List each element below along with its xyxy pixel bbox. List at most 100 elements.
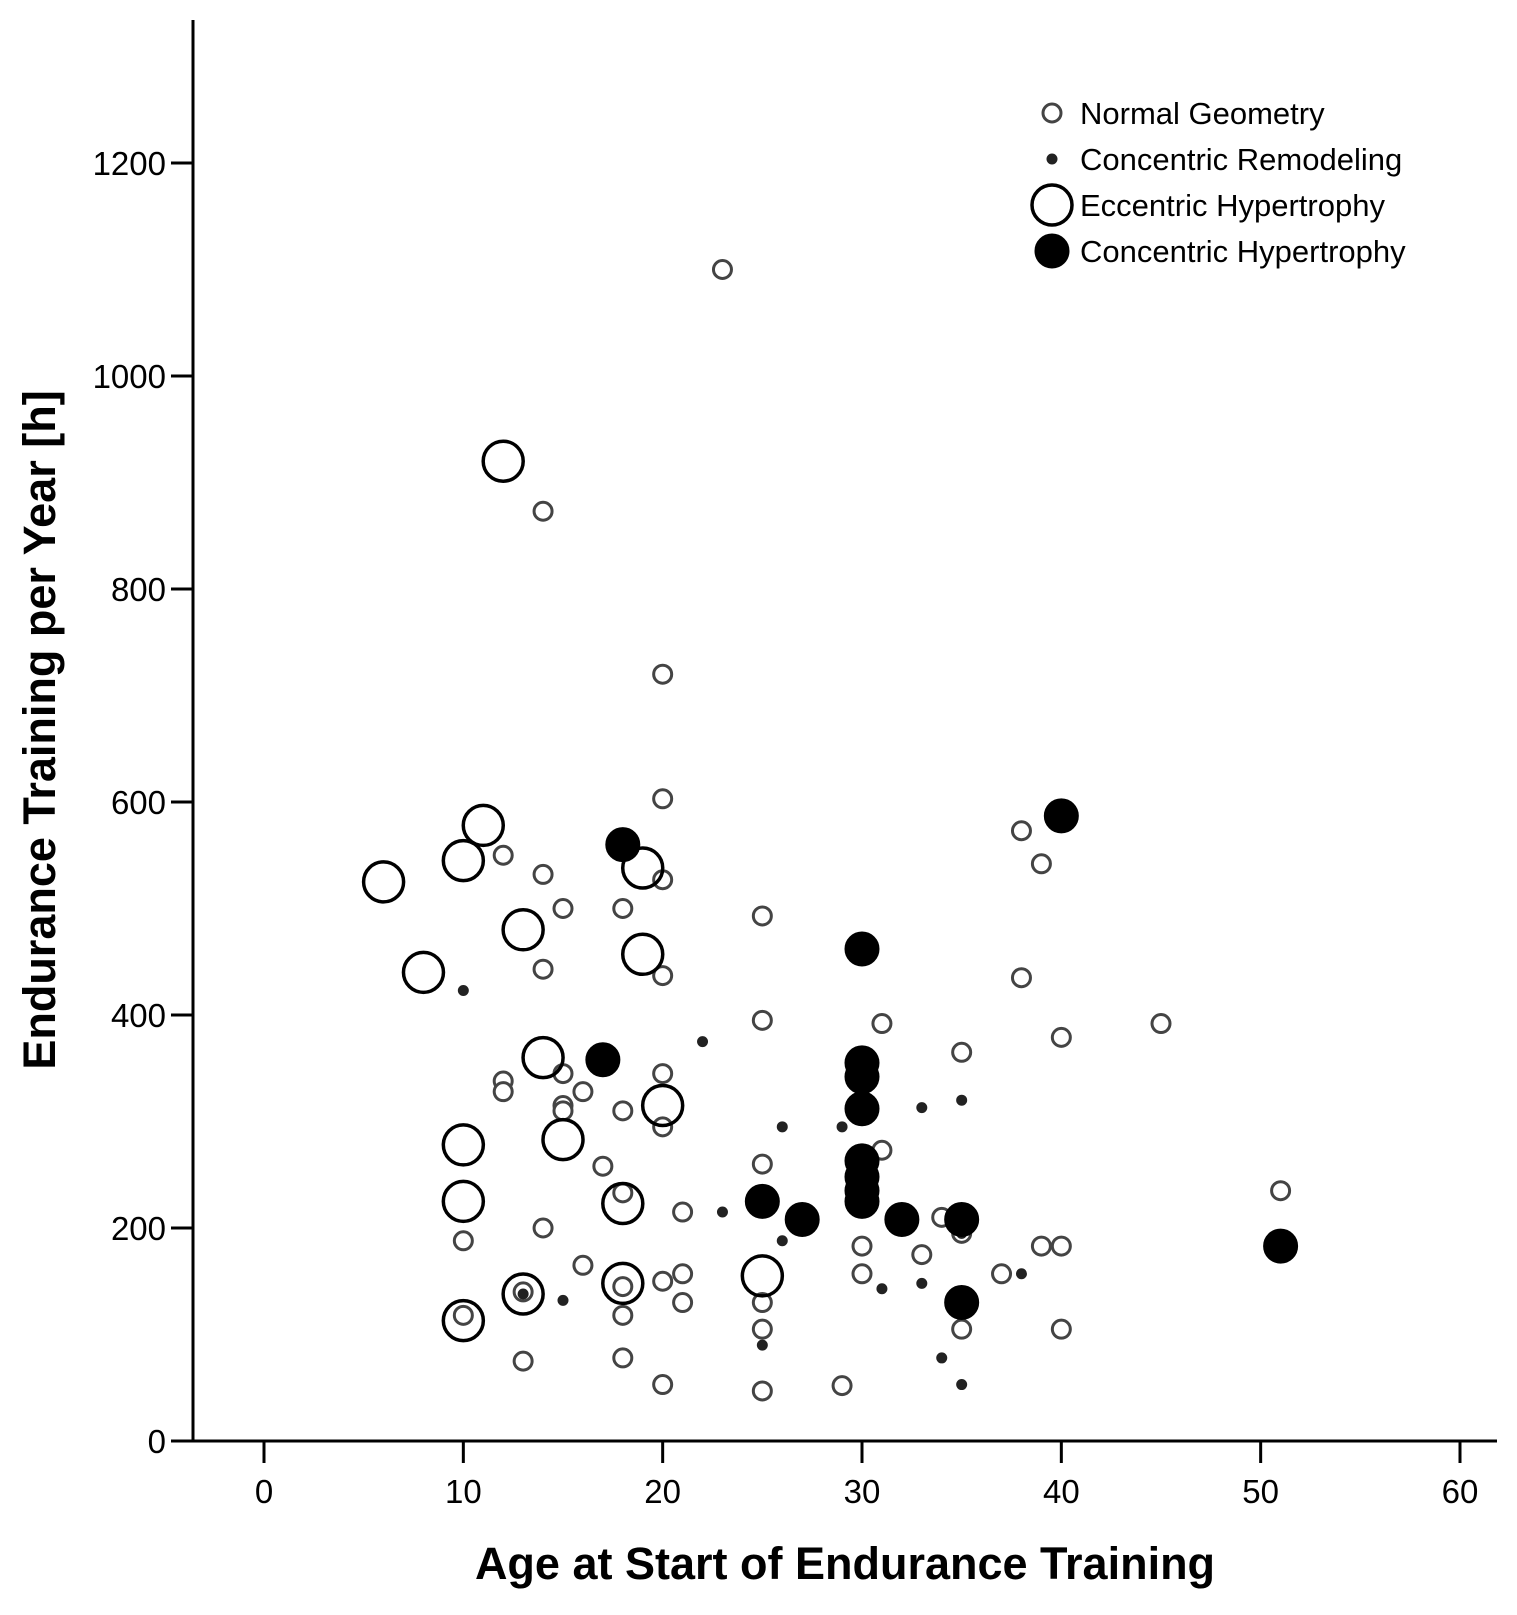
data-point-normal-geometry [672,1201,694,1223]
data-point-eccentric-hypertrophy [620,932,665,977]
data-point-eccentric-hypertrophy [541,1117,585,1162]
data-point-normal-geometry [532,500,554,522]
data-point-eccentric-hypertrophy [441,1179,486,1224]
data-point-normal-geometry [572,1254,594,1276]
data-point-normal-geometry [672,1263,694,1285]
series-eccentric-hypertrophy [361,439,785,1343]
data-point-concentric-remodeling [876,1283,888,1295]
data-point-concentric-remodeling [936,1352,948,1364]
data-point-eccentric-hypertrophy [461,803,506,848]
data-point-normal-geometry [652,1270,674,1292]
data-point-concentric-hypertrophy [605,827,641,863]
data-point-normal-geometry [612,898,634,919]
x-axis-title: Age at Start of Endurance Training [475,1538,1215,1589]
y-tick-label: 800 [111,571,166,608]
data-point-eccentric-hypertrophy [361,860,406,904]
data-point-concentric-hypertrophy [884,1201,920,1237]
series-concentric-remodeling [457,985,1027,1391]
data-point-concentric-remodeling [457,985,469,997]
data-point-normal-geometry [552,1100,574,1122]
x-tick-label: 10 [445,1473,482,1510]
legend-label-eccentric-hypertrophy: Eccentric Hypertrophy [1080,188,1385,223]
axes [191,20,1497,1443]
data-point-eccentric-hypertrophy [640,1083,685,1128]
data-point-normal-geometry [1270,1180,1292,1202]
data-point-normal-geometry [1030,1235,1052,1257]
data-point-normal-geometry [751,905,773,927]
data-point-concentric-remodeling [776,1121,788,1133]
data-point-normal-geometry [1050,1026,1072,1048]
legend-label-concentric-remodeling: Concentric Remodeling [1080,142,1402,177]
data-point-eccentric-hypertrophy [441,1123,486,1167]
x-tick-label: 60 [1442,1473,1479,1510]
data-point-normal-geometry [951,1318,973,1340]
x-tick-label: 40 [1043,1473,1080,1510]
data-point-normal-geometry [911,1244,933,1266]
data-point-eccentric-hypertrophy [481,439,525,483]
x-tick-label: 0 [255,1473,273,1510]
y-ticks: 0 200 400 600 800 1000 1200 [93,145,193,1460]
legend-marker-concentric-hypertrophy [1034,233,1070,269]
data-point-normal-geometry [851,1235,873,1257]
data-point-concentric-remodeling [697,1036,709,1048]
data-point-normal-geometry [612,1304,634,1326]
data-point-normal-geometry [652,965,674,987]
data-point-normal-geometry [532,958,554,980]
data-point-eccentric-hypertrophy [740,1254,785,1298]
data-point-normal-geometry [1050,1235,1072,1257]
y-axis-title: Endurance Training per Year [h] [14,390,65,1069]
data-point-normal-geometry [552,898,574,919]
data-point-normal-geometry [672,1292,694,1314]
data-point-eccentric-hypertrophy [441,1298,486,1343]
data-point-normal-geometry [532,1217,554,1239]
data-point-normal-geometry [452,1304,474,1326]
data-point-normal-geometry [1010,967,1032,989]
data-point-normal-geometry [492,844,514,866]
data-point-eccentric-hypertrophy [620,846,665,890]
legend-marker-concentric-remodeling [1046,153,1058,165]
data-point-concentric-remodeling [916,1277,928,1289]
data-point-normal-geometry [652,1374,674,1396]
data-point-normal-geometry [612,1347,634,1369]
legend: Normal Geometry Concentric Remodeling Ecce… [1030,96,1406,269]
x-ticks: 0 10 20 30 40 50 60 [255,1441,1479,1510]
data-point-concentric-hypertrophy [944,1201,980,1237]
data-point-concentric-hypertrophy [844,1183,880,1219]
data-point-normal-geometry [991,1263,1013,1285]
data-point-concentric-remodeling [557,1294,569,1306]
data-point-normal-geometry [592,1155,614,1177]
data-point-normal-geometry [1010,820,1032,842]
data-point-eccentric-hypertrophy [601,1261,645,1306]
data-point-concentric-hypertrophy [844,1059,880,1095]
data-point-normal-geometry [1150,1013,1172,1035]
data-point-eccentric-hypertrophy [401,950,446,995]
data-point-normal-geometry [751,1009,773,1031]
legend-marker-normal-geometry [1041,102,1063,124]
data-point-concentric-remodeling [836,1121,848,1133]
data-point-eccentric-hypertrophy [441,838,486,883]
y-tick-label: 1000 [93,358,166,395]
data-point-concentric-remodeling [716,1206,728,1218]
data-point-normal-geometry [711,259,733,280]
y-tick-label: 0 [148,1423,166,1460]
data-point-normal-geometry [831,1375,853,1397]
y-tick-label: 200 [111,1210,166,1247]
data-point-normal-geometry [1050,1318,1072,1340]
data-point-normal-geometry [512,1350,534,1372]
data-point-eccentric-hypertrophy [501,1272,545,1316]
data-point-concentric-remodeling [517,1288,529,1300]
x-tick-label: 20 [644,1473,681,1510]
data-point-concentric-hypertrophy [784,1201,820,1237]
legend-label-concentric-hypertrophy: Concentric Hypertrophy [1080,234,1406,269]
data-point-normal-geometry [612,1276,634,1298]
data-point-normal-geometry [751,1292,773,1314]
data-point-concentric-hypertrophy [944,1285,980,1321]
legend-label-normal-geometry: Normal Geometry [1080,96,1325,131]
data-point-normal-geometry [751,1318,773,1340]
data-point-concentric-hypertrophy [844,1091,880,1127]
data-point-normal-geometry [532,863,554,885]
data-point-normal-geometry [951,1041,973,1063]
data-point-normal-geometry [652,663,674,685]
y-tick-label: 1200 [93,145,166,182]
